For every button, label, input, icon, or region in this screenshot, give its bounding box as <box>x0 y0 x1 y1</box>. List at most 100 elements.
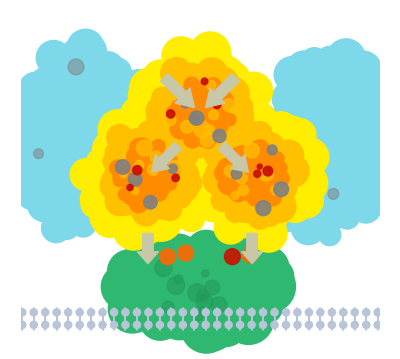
Circle shape <box>80 183 114 216</box>
Circle shape <box>86 188 117 219</box>
Ellipse shape <box>35 139 112 216</box>
Circle shape <box>263 153 298 188</box>
Circle shape <box>208 85 226 104</box>
Circle shape <box>169 274 196 301</box>
Circle shape <box>126 162 151 187</box>
Circle shape <box>48 51 79 81</box>
Circle shape <box>116 177 139 199</box>
Circle shape <box>133 155 162 185</box>
Circle shape <box>177 130 198 150</box>
Circle shape <box>242 185 255 198</box>
Circle shape <box>254 162 270 178</box>
Ellipse shape <box>286 139 363 216</box>
Circle shape <box>63 205 92 234</box>
Circle shape <box>30 182 53 206</box>
Circle shape <box>272 82 305 115</box>
Circle shape <box>171 188 191 208</box>
Circle shape <box>248 160 258 170</box>
Circle shape <box>65 122 92 149</box>
Ellipse shape <box>225 148 279 201</box>
Circle shape <box>105 164 126 185</box>
Circle shape <box>228 87 268 126</box>
Circle shape <box>139 110 164 135</box>
Circle shape <box>158 136 187 165</box>
Circle shape <box>374 321 381 328</box>
Circle shape <box>231 122 267 158</box>
Circle shape <box>92 205 112 225</box>
Circle shape <box>250 164 265 179</box>
Circle shape <box>336 206 359 229</box>
Circle shape <box>328 321 336 328</box>
Circle shape <box>271 185 281 195</box>
Circle shape <box>374 85 400 117</box>
Circle shape <box>165 132 194 161</box>
Circle shape <box>250 165 266 181</box>
Circle shape <box>20 143 43 166</box>
Circle shape <box>68 85 92 109</box>
Circle shape <box>240 148 252 160</box>
Circle shape <box>160 92 181 113</box>
Circle shape <box>72 104 99 132</box>
Circle shape <box>254 197 283 226</box>
Circle shape <box>240 170 251 181</box>
Circle shape <box>152 186 167 201</box>
Circle shape <box>302 176 319 193</box>
Circle shape <box>190 127 202 139</box>
Circle shape <box>86 146 128 188</box>
Circle shape <box>332 102 352 121</box>
Circle shape <box>131 152 138 160</box>
Circle shape <box>184 77 199 92</box>
Circle shape <box>103 151 122 171</box>
Circle shape <box>208 130 232 154</box>
Circle shape <box>229 183 248 202</box>
Circle shape <box>203 127 223 148</box>
Circle shape <box>352 67 378 93</box>
Circle shape <box>107 125 133 150</box>
Circle shape <box>236 172 247 183</box>
Circle shape <box>180 64 205 88</box>
Circle shape <box>153 59 191 97</box>
Circle shape <box>227 103 257 132</box>
Circle shape <box>176 92 191 107</box>
Circle shape <box>86 148 115 177</box>
Circle shape <box>130 194 148 213</box>
Circle shape <box>312 56 338 83</box>
Circle shape <box>332 122 356 146</box>
Circle shape <box>200 86 212 98</box>
Circle shape <box>94 136 119 162</box>
Circle shape <box>201 132 213 143</box>
Circle shape <box>107 123 135 151</box>
Circle shape <box>165 178 176 190</box>
Circle shape <box>132 281 182 330</box>
Circle shape <box>225 83 267 126</box>
Circle shape <box>263 180 276 193</box>
Circle shape <box>52 155 91 194</box>
Circle shape <box>172 49 205 83</box>
Circle shape <box>190 150 216 177</box>
Circle shape <box>104 130 134 160</box>
Circle shape <box>222 187 243 209</box>
Circle shape <box>130 139 148 157</box>
Circle shape <box>102 58 131 87</box>
Circle shape <box>163 252 196 285</box>
Circle shape <box>98 144 128 174</box>
Ellipse shape <box>173 87 227 140</box>
Circle shape <box>160 177 174 191</box>
Circle shape <box>67 29 104 66</box>
Circle shape <box>214 135 234 156</box>
Circle shape <box>57 184 82 209</box>
Circle shape <box>122 185 142 205</box>
Circle shape <box>189 102 203 116</box>
Circle shape <box>197 175 228 207</box>
Circle shape <box>358 130 388 159</box>
Circle shape <box>249 183 268 202</box>
Circle shape <box>184 131 201 148</box>
Circle shape <box>246 151 259 164</box>
Circle shape <box>142 138 186 182</box>
Circle shape <box>187 170 215 198</box>
Circle shape <box>101 167 132 197</box>
Circle shape <box>219 237 269 287</box>
Circle shape <box>181 173 202 194</box>
Circle shape <box>136 140 152 156</box>
Circle shape <box>28 169 49 190</box>
